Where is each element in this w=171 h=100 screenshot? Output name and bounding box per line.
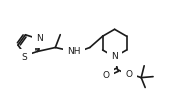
Text: NH: NH <box>67 47 81 56</box>
Text: O: O <box>126 70 133 79</box>
Text: N: N <box>111 52 118 61</box>
Text: S: S <box>22 53 27 62</box>
Text: O: O <box>102 71 109 80</box>
Text: N: N <box>36 34 43 43</box>
